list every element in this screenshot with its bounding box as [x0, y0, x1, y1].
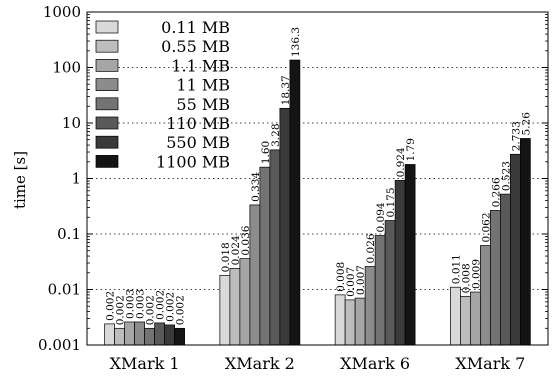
data-label: 2.733 [510, 121, 522, 151]
data-label: 0.011 [450, 254, 462, 284]
x-tick-label: XMark 6 [340, 354, 410, 373]
data-label: 0.036 [240, 225, 252, 255]
bar [174, 327, 185, 346]
data-label: 5.26 [520, 112, 532, 136]
y-tick-label: 100 [52, 59, 81, 77]
legend-swatch [95, 59, 119, 72]
data-label: 0.018 [220, 242, 232, 272]
legend-label: 1100 MB [156, 152, 230, 171]
bar [460, 296, 471, 346]
data-label: 0.002 [155, 290, 167, 320]
legend-label: 1.1 MB [171, 56, 230, 75]
bar [229, 268, 241, 346]
grid-lines [87, 67, 548, 290]
bar [384, 220, 396, 346]
y-tick-label: 1000 [43, 3, 81, 21]
data-label: 0.003 [125, 289, 137, 319]
y-tick-label: 0.1 [57, 225, 81, 243]
bar [500, 193, 511, 346]
y-tick-label: 0.001 [38, 336, 81, 354]
bar [219, 274, 231, 346]
data-label: 0.266 [490, 177, 502, 207]
legend-swatch [95, 135, 119, 149]
data-label: 0.008 [460, 263, 472, 293]
data-label: 0.003 [135, 289, 147, 319]
legend-swatch [95, 116, 119, 130]
data-label: 0.002 [105, 291, 117, 321]
data-label: 0.924 [395, 147, 407, 177]
data-label: 136.3 [290, 27, 302, 57]
x-tick-label: XMark 7 [455, 354, 525, 373]
legend-swatch [95, 97, 119, 111]
bar [144, 327, 155, 346]
legend-swatch [95, 155, 119, 168]
bar [334, 294, 346, 346]
bar [354, 297, 366, 346]
data-label: 0.062 [480, 212, 492, 242]
legend-swatch [95, 78, 119, 91]
data-label: 0.002 [175, 295, 187, 325]
data-label: 0.024 [230, 235, 242, 265]
y-axis-label: time [s] [11, 151, 29, 209]
bar [470, 291, 481, 346]
bar [114, 327, 125, 346]
data-label: 0.175 [385, 187, 397, 217]
legend-label: 55 MB [176, 95, 230, 114]
y-tick-label: 0.01 [48, 281, 81, 299]
bar [520, 138, 531, 346]
bar [104, 323, 115, 346]
data-label: 0.002 [115, 295, 127, 325]
legend-swatch [95, 20, 119, 34]
data-labels: 0.0020.0020.0030.0030.0020.0020.0020.002… [105, 27, 533, 325]
legend-label: 110 MB [166, 114, 230, 133]
axes: 0.001 0.01 0.1 1 10 100 1000 XMark 1 XMark 2 XMar… [38, 3, 549, 373]
bar [164, 324, 175, 346]
bars [104, 59, 531, 346]
data-label: 1.79 [405, 138, 417, 161]
legend-label: 0.11 MB [161, 18, 230, 37]
data-label: 0.007 [345, 267, 357, 297]
y-tick-label: 10 [62, 114, 81, 132]
data-label: 0.334 [250, 172, 262, 202]
bar [344, 299, 356, 346]
data-label: 0.094 [375, 202, 387, 232]
data-label: 0.007 [355, 265, 367, 295]
data-label: 0.008 [335, 262, 347, 292]
data-label: 0.009 [470, 259, 482, 289]
data-label: 0.002 [165, 292, 177, 322]
bar [450, 286, 461, 346]
legend-label: 550 MB [166, 133, 230, 152]
data-label: 1.60 [260, 141, 272, 164]
bar [134, 321, 145, 346]
legend-label: 0.55 MB [161, 37, 230, 56]
x-tick-label: XMark 2 [225, 354, 295, 373]
data-label: 3.28 [270, 123, 282, 146]
bar [269, 149, 281, 346]
x-tick-label: XMark 1 [110, 354, 180, 373]
data-label: 0.002 [145, 295, 157, 325]
legend-swatch [95, 39, 119, 53]
data-label: 18.37 [280, 75, 292, 105]
legend-label: 11 MB [176, 76, 230, 95]
y-tick-label: 1 [71, 170, 81, 188]
bar [239, 258, 251, 346]
data-label: 0.523 [500, 161, 512, 191]
bar [404, 164, 416, 346]
data-label: 0.026 [365, 233, 377, 263]
